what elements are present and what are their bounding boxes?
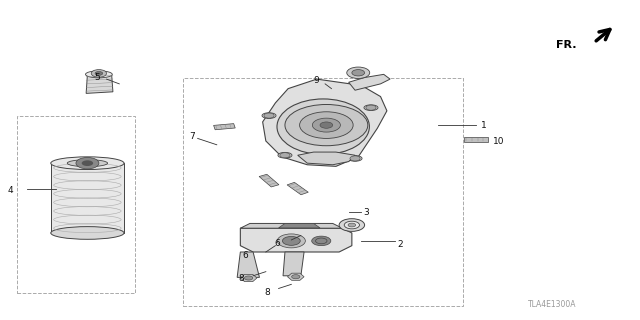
Text: 3: 3 [364,208,369,217]
Circle shape [244,276,253,280]
Circle shape [277,234,305,248]
Text: 7: 7 [189,132,195,141]
Text: 9: 9 [314,76,319,84]
Circle shape [76,157,99,169]
Text: 10: 10 [493,137,505,146]
Polygon shape [298,152,355,165]
Circle shape [280,153,290,158]
Polygon shape [287,273,304,280]
Polygon shape [241,228,352,252]
Bar [183,77,463,306]
Circle shape [350,156,360,161]
Text: 8: 8 [264,288,269,297]
Circle shape [339,219,365,231]
Circle shape [348,223,356,227]
Circle shape [320,122,333,128]
Circle shape [347,67,370,78]
Polygon shape [464,137,488,142]
Polygon shape [262,79,387,166]
Circle shape [285,105,368,146]
Ellipse shape [262,113,276,118]
Ellipse shape [348,156,362,161]
Polygon shape [278,223,320,228]
Polygon shape [287,182,308,195]
Ellipse shape [77,161,98,165]
Ellipse shape [86,71,112,78]
Circle shape [344,221,360,229]
Text: 6: 6 [243,251,248,260]
Polygon shape [349,74,390,90]
Polygon shape [283,252,304,276]
Circle shape [95,71,102,75]
Circle shape [82,160,93,166]
Circle shape [300,112,353,139]
Polygon shape [51,163,124,233]
Circle shape [92,69,106,77]
Text: FR.: FR. [556,40,576,50]
Polygon shape [259,174,279,187]
Ellipse shape [67,160,108,167]
Circle shape [312,236,331,246]
Text: 5: 5 [94,73,100,82]
Circle shape [366,105,376,110]
Bar [17,116,135,293]
Polygon shape [237,252,259,277]
Circle shape [312,118,340,132]
Polygon shape [214,124,236,130]
Text: 1: 1 [481,121,486,130]
Text: 8: 8 [239,275,244,284]
Text: 6: 6 [274,239,280,248]
Circle shape [264,113,274,118]
Ellipse shape [277,99,369,155]
Circle shape [292,275,300,279]
Ellipse shape [278,152,292,158]
Text: 4: 4 [8,186,13,195]
Text: 2: 2 [397,240,403,249]
Text: TLA4E1300A: TLA4E1300A [529,300,577,309]
Circle shape [282,236,300,245]
Ellipse shape [364,105,378,110]
Ellipse shape [51,227,124,239]
Circle shape [316,238,327,244]
Ellipse shape [51,157,124,170]
Polygon shape [241,275,257,282]
Circle shape [352,69,365,76]
Polygon shape [241,223,342,228]
Polygon shape [86,74,113,93]
